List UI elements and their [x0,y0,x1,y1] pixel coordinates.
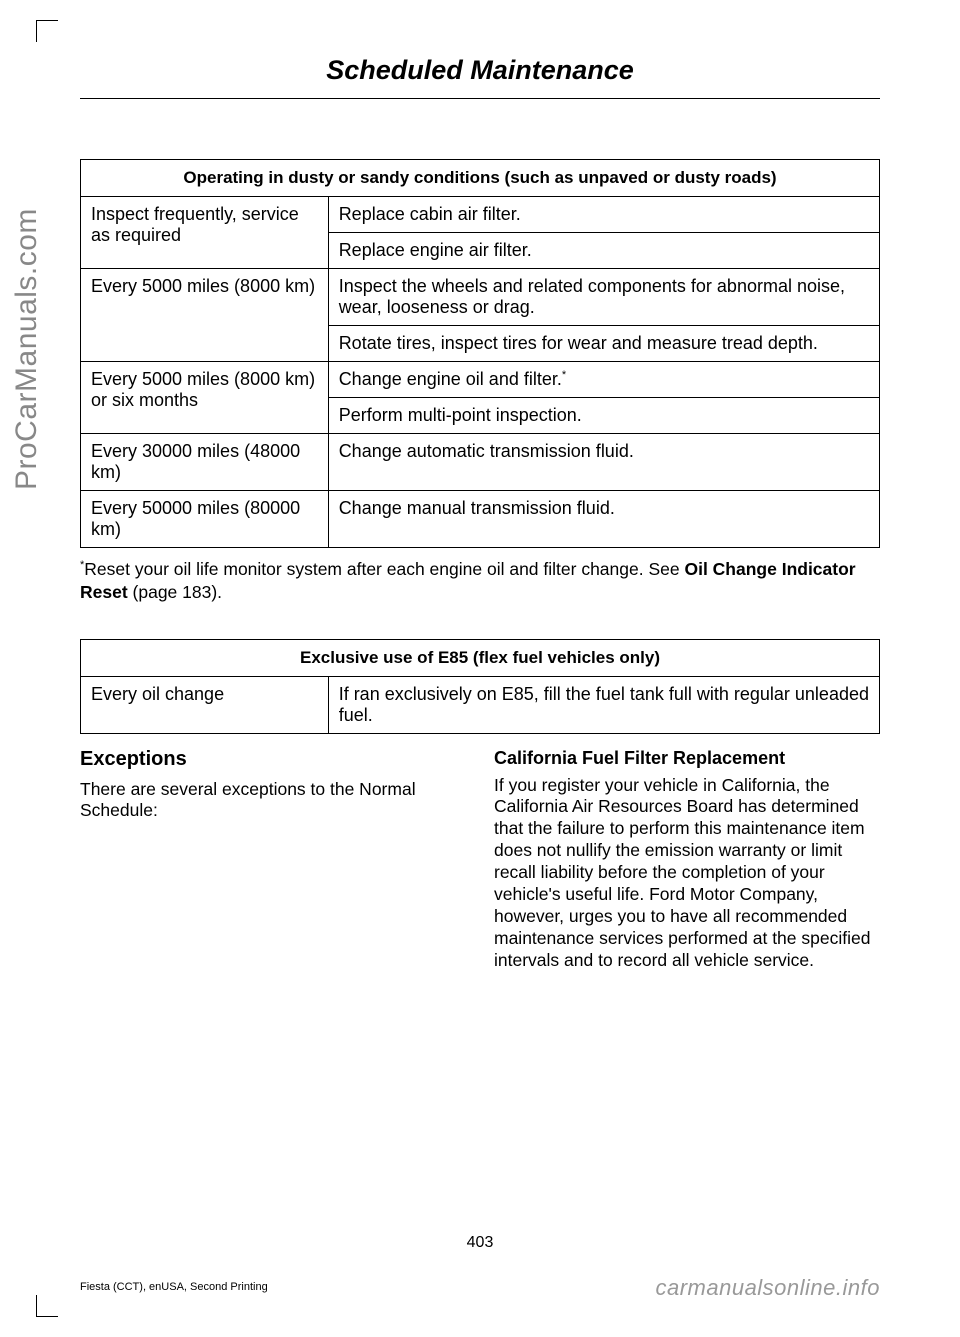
table1-row4-right-text: Change engine oil and filter. [339,369,562,389]
table1-row0-right: Replace cabin air filter. [328,197,879,233]
footnote: *Reset your oil life monitor system afte… [80,558,880,604]
footnote-text1: Reset your oil life monitor system after… [84,559,684,579]
table1-row4-right: Change engine oil and filter.* [328,362,879,398]
two-column-layout: Exceptions There are several exceptions … [80,748,880,972]
table1-row1-right: Replace engine air filter. [328,233,879,269]
table2-header: Exclusive use of E85 (flex fuel vehicles… [81,639,880,676]
table2-left: Every oil change [81,676,329,733]
california-text: If you register your vehicle in Californ… [494,775,880,972]
e85-table: Exclusive use of E85 (flex fuel vehicles… [80,639,880,734]
table1-row7-left: Every 50000 miles (80000 km) [81,491,329,548]
exceptions-heading: Exceptions [80,748,466,771]
footer-left: Fiesta (CCT), enUSA, Second Printing [80,1281,268,1293]
table1-row2-right: Inspect the wheels and related component… [328,269,879,326]
table1-row4-left: Every 5000 miles (8000 km) or six months [81,362,329,434]
exceptions-text: There are several exceptions to the Norm… [80,779,466,823]
footer-right: carmanualsonline.info [655,1275,880,1301]
table1-row3-right: Rotate tires, inspect tires for wear and… [328,326,879,362]
table1-row2-left: Every 5000 miles (8000 km) [81,269,329,362]
operating-conditions-table: Operating in dusty or sandy conditions (… [80,159,880,548]
table1-row6-left: Every 30000 miles (48000 km) [81,434,329,491]
table2-right: If ran exclusively on E85, fill the fuel… [328,676,879,733]
page-number: 403 [0,1234,960,1252]
left-column: Exceptions There are several exceptions … [80,748,466,972]
table1-row7-right: Change manual transmission fluid. [328,491,879,548]
page-title: Scheduled Maintenance [80,55,880,99]
page-corner-top [36,20,58,42]
right-column: California Fuel Filter Replacement If yo… [494,748,880,972]
page-content: Scheduled Maintenance Operating in dusty… [0,0,960,1031]
page-corner-bottom [36,1295,58,1317]
table1-header: Operating in dusty or sandy conditions (… [81,160,880,197]
california-heading: California Fuel Filter Replacement [494,748,880,769]
table1-row5-right: Perform multi-point inspection. [328,398,879,434]
table1-row0-left: Inspect frequently, service as required [81,197,329,269]
watermark-side: ProCarManuals.com [10,208,44,490]
asterisk-icon: * [562,369,566,381]
footnote-text2: (page 183). [128,582,222,602]
table1-row6-right: Change automatic transmission fluid. [328,434,879,491]
